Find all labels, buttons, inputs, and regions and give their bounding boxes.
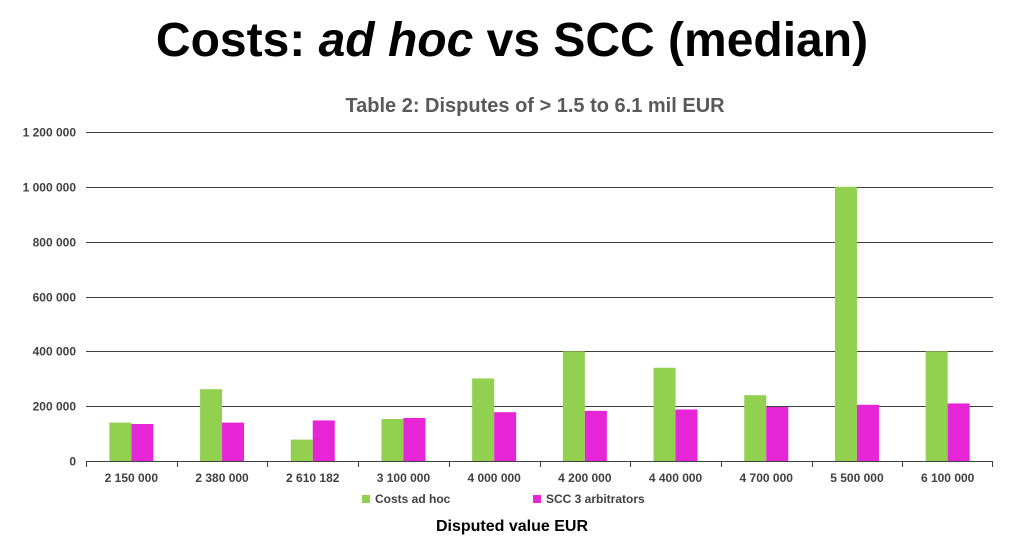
bar-costs-ad-hoc [925,351,948,461]
y-tick-label: 600 000 [33,291,77,305]
x-tick-label: 4 400 000 [649,471,703,485]
x-tick-label: 5 500 000 [830,471,884,485]
bar-chart: Table 2: Disputes of > 1.5 to 6.1 mil EU… [23,95,993,506]
legend: Costs ad hoc SCC 3 arbitrators [362,492,645,506]
bar-costs-ad-hoc [472,378,495,461]
gridlines [86,132,993,462]
y-tick-label: 1 200 000 [23,126,77,140]
bar-scc-3-arbitrators [494,412,517,461]
legend-label-costs-ad-hoc: Costs ad hoc [375,492,451,506]
bar-scc-3-arbitrators [131,423,154,461]
bar-scc-3-arbitrators [584,410,607,461]
bar-scc-3-arbitrators [766,406,789,461]
bar-costs-ad-hoc [834,186,857,461]
bar-scc-3-arbitrators [312,420,335,461]
legend-swatch-scc-3-arbitrators [533,495,541,503]
bar-scc-3-arbitrators [947,403,970,461]
bar-costs-ad-hoc [562,351,585,461]
bar-scc-3-arbitrators [675,409,698,461]
x-tick-label: 3 100 000 [377,471,431,485]
y-tick-label: 0 [69,455,76,469]
y-tick-label: 1 000 000 [23,181,77,195]
x-tick-label: 6 100 000 [921,471,975,485]
chart-title: Table 2: Disputes of > 1.5 to 6.1 mil EU… [345,95,725,117]
y-tick-label: 400 000 [33,345,77,359]
slide-title-prefix: Costs: [155,14,319,67]
slide-title-suffix: vs SCC (median) [473,14,869,67]
bars [109,186,970,461]
bar-costs-ad-hoc [653,367,676,461]
bar-costs-ad-hoc [109,422,132,461]
x-tick-label: 2 610 182 [286,471,340,485]
x-tick-label: 4 200 000 [558,471,612,485]
slide-title-emphasis: ad hoc [318,14,474,67]
y-tick-label: 800 000 [33,236,77,250]
x-axis-title: Disputed value EUR [435,518,589,535]
x-axis: 2 150 000 2 380 000 2 610 182 3 100 000 4 00… [86,461,993,485]
legend-label-scc-3-arbitrators: SCC 3 arbitrators [546,492,645,506]
bar-scc-3-arbitrators [856,404,879,461]
bar-scc-3-arbitrators [222,422,245,461]
bar-costs-ad-hoc [290,439,313,461]
bar-costs-ad-hoc [200,389,223,461]
x-tick-label: 4 000 000 [467,471,521,485]
bar-costs-ad-hoc [381,419,404,461]
x-tick-label: 2 150 000 [105,471,159,485]
legend-swatch-costs-ad-hoc [362,495,370,503]
bar-scc-3-arbitrators [403,417,426,461]
x-tick-label: 4 700 000 [740,471,794,485]
slide-title: Costs: ad hoc vs SCC (median) [0,12,1024,70]
y-tick-label: 200 000 [33,400,77,414]
x-tick-label: 2 380 000 [195,471,249,485]
bar-costs-ad-hoc [744,395,767,461]
y-axis: 0 200 000 400 000 600 000 800 000 1 000 000 1 … [23,126,77,469]
